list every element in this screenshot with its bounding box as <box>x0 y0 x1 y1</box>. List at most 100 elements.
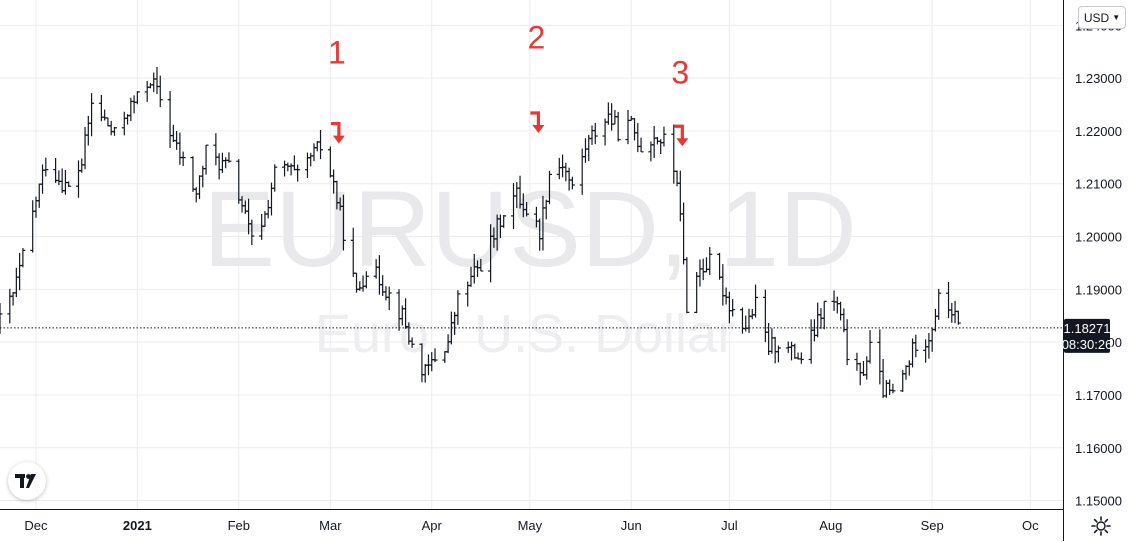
ohlc-bar <box>66 181 72 188</box>
ohlc-bar <box>707 246 713 275</box>
ohlc-bar <box>13 267 19 298</box>
ohlc-bar <box>318 129 324 160</box>
gear-icon <box>1091 516 1111 536</box>
ohlc-bar <box>295 164 301 182</box>
ohlc-bar <box>524 201 530 217</box>
ohlc-bar <box>821 300 827 330</box>
ohlc-bar <box>854 352 860 371</box>
ohlc-bar <box>769 328 775 354</box>
y-tick-label: 1.22000 <box>1075 124 1122 139</box>
ohlc-bar <box>926 333 932 359</box>
ohlc-bar <box>79 158 85 173</box>
arrow-down-icon <box>674 124 689 147</box>
ohlc-bar <box>955 310 961 325</box>
ohlc-bar <box>190 156 196 192</box>
ohlc-bar <box>213 133 219 166</box>
ohlc-bar <box>798 352 804 364</box>
ohlc-bar <box>792 343 798 359</box>
ohlc-bar <box>658 139 664 155</box>
ohlc-bar <box>108 120 114 136</box>
ohlc-bar <box>386 286 392 311</box>
ohlc-bar <box>82 127 88 170</box>
ohlc-bar <box>592 122 598 145</box>
ohlc-bar <box>203 144 209 175</box>
ohlc-bar <box>569 176 575 190</box>
ohlc-bar <box>134 91 140 105</box>
ohlc-bar <box>478 258 484 272</box>
ohlc-bar <box>10 292 16 306</box>
ohlc-bar <box>632 117 638 141</box>
ohlc-bar <box>151 72 157 93</box>
ohlc-bar <box>409 337 415 348</box>
ohlc-bar <box>7 288 13 324</box>
ohlc-bar <box>834 296 840 314</box>
ohlc-bar <box>923 339 929 363</box>
annotation-label: 2 <box>528 20 546 56</box>
ohlc-bar <box>864 356 870 380</box>
ohlc-bar <box>53 158 59 183</box>
ohlc-bars <box>0 67 961 399</box>
settings-gear-icon[interactable] <box>1090 515 1112 537</box>
x-tick-label: May <box>518 518 543 533</box>
ohlc-bar <box>40 164 46 194</box>
y-tick-label: 1.23000 <box>1075 71 1122 86</box>
ohlc-bar <box>30 200 36 253</box>
ohlc-bar <box>193 187 199 203</box>
ohlc-bar <box>789 341 795 361</box>
ohlc-bar <box>36 183 42 208</box>
symbol-watermark: EURUSD, 1D Euro / U.S. Dollar <box>203 168 857 364</box>
ohlc-bar <box>877 329 883 385</box>
ohlc-bar <box>906 360 912 376</box>
bar-countdown: 08:30:26 <box>1062 337 1113 352</box>
arrow-down-icon <box>330 121 345 144</box>
ohlc-bar <box>815 302 821 338</box>
tradingview-logo[interactable] <box>8 462 46 500</box>
ohlc-bar <box>455 290 461 325</box>
ohlc-bar <box>170 124 176 143</box>
y-tick-label: 1.21000 <box>1075 177 1122 192</box>
ohlc-bar <box>743 315 749 332</box>
ohlc-bar <box>75 160 81 198</box>
ohlc-bar <box>811 319 817 342</box>
ohlc-bar <box>226 152 232 163</box>
ohlc-bar <box>615 111 621 142</box>
chevron-down-icon: ▼ <box>1112 13 1121 22</box>
ohlc-bar <box>841 308 847 333</box>
ohlc-bar <box>546 170 552 205</box>
x-tick-label: Sep <box>921 518 944 533</box>
grid <box>0 0 1063 509</box>
ohlc-bar <box>340 194 346 251</box>
x-tick-label: Aug <box>819 518 842 533</box>
ohlc-bar <box>831 290 837 311</box>
ohlc-bar <box>730 299 736 317</box>
ohlc-bar <box>890 383 896 394</box>
ohlc-bar <box>929 327 935 352</box>
ohlc-bar <box>308 152 314 167</box>
ohlc-bar <box>272 164 278 192</box>
ohlc-bar <box>20 247 26 268</box>
ohlc-bar <box>638 137 644 153</box>
current-price-label-box <box>1064 318 1110 353</box>
ohlc-bar <box>131 95 137 114</box>
ohlc-bar <box>105 117 111 127</box>
ohlc-bar <box>0 303 3 334</box>
y-tick-label: 1.19000 <box>1075 282 1122 297</box>
ohlc-bar <box>913 334 919 358</box>
ohlc-bar <box>56 170 62 186</box>
ohlc-bar <box>838 301 844 321</box>
ohlc-bar <box>860 360 866 377</box>
x-tick-label: Mar <box>319 518 342 533</box>
y-tick-label: 1.16000 <box>1075 441 1122 456</box>
ohlc-bar <box>753 284 759 318</box>
ohlc-bar <box>223 157 229 169</box>
ohlc-bar <box>89 93 95 137</box>
ohlc-bar <box>609 103 615 131</box>
ohlc-bar <box>903 365 909 380</box>
currency-selector[interactable]: USD ▼ <box>1078 6 1126 29</box>
y-tick-label: 1.20000 <box>1075 230 1122 245</box>
ohlc-bar <box>43 157 49 177</box>
x-tick-label: Apr <box>422 518 443 533</box>
ohlc-bar <box>311 143 317 162</box>
ohlc-bar <box>775 345 781 363</box>
